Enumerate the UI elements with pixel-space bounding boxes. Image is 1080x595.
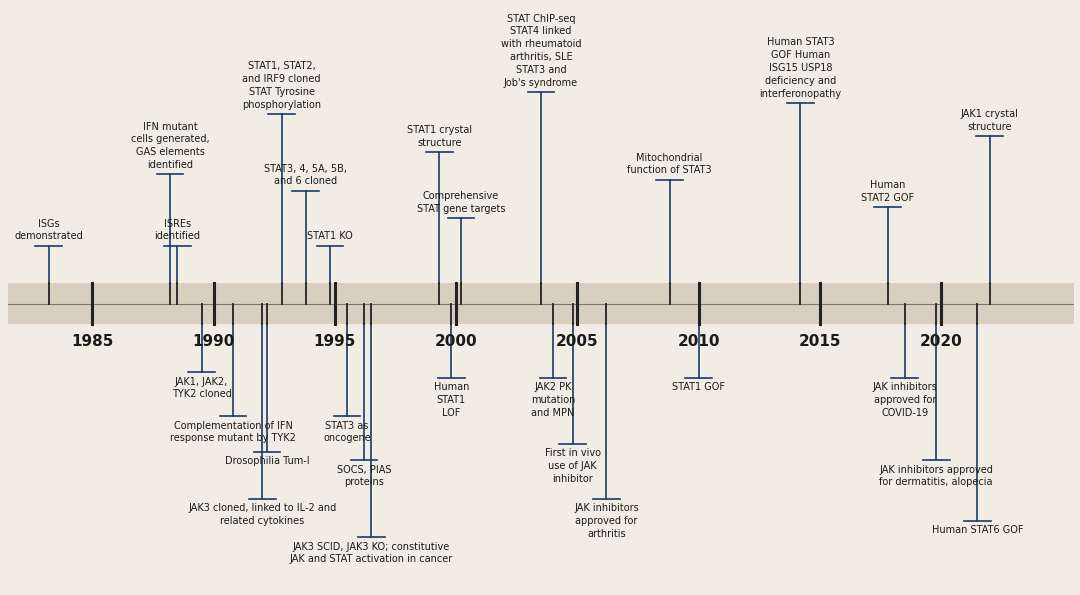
Text: STAT3, 4, 5A, 5B,
and 6 cloned: STAT3, 4, 5A, 5B, and 6 cloned — [265, 164, 348, 186]
Text: Human STAT3
GOF Human
ISG15 USP18
deficiency and
interferonopathy: Human STAT3 GOF Human ISG15 USP18 defici… — [759, 37, 841, 99]
Text: STAT1 crystal
structure: STAT1 crystal structure — [406, 125, 472, 148]
Text: 1990: 1990 — [192, 334, 234, 349]
Text: Comprehensive
STAT gene targets: Comprehensive STAT gene targets — [417, 191, 505, 214]
Text: Drosophilia Tum-I: Drosophilia Tum-I — [225, 456, 309, 466]
Text: JAK1 crystal
structure: JAK1 crystal structure — [960, 109, 1018, 131]
Text: JAK3 cloned, linked to IL-2 and
related cytokines: JAK3 cloned, linked to IL-2 and related … — [188, 503, 336, 526]
Text: Mitochondrial
function of STAT3: Mitochondrial function of STAT3 — [627, 153, 712, 176]
Text: 2020: 2020 — [920, 334, 962, 349]
Text: Complementation of IFN
response mutant by TYK2: Complementation of IFN response mutant b… — [171, 421, 296, 443]
Text: STAT1 KO: STAT1 KO — [307, 231, 353, 242]
Text: JAK2 PK
mutation
and MPN: JAK2 PK mutation and MPN — [531, 382, 576, 418]
Text: Human STAT6 GOF: Human STAT6 GOF — [932, 525, 1023, 535]
Text: 1985: 1985 — [71, 334, 113, 349]
Text: ISREs
identified: ISREs identified — [154, 218, 200, 242]
Text: JAK3 SCID, JAK3 KO; constitutive
JAK and STAT activation in cancer: JAK3 SCID, JAK3 KO; constitutive JAK and… — [289, 541, 453, 565]
Text: 2000: 2000 — [435, 334, 477, 349]
Text: Human
STAT2 GOF: Human STAT2 GOF — [861, 180, 915, 203]
Text: JAK inhibitors
approved for
arthritis: JAK inhibitors approved for arthritis — [575, 503, 639, 538]
Text: Human
STAT1
LOF: Human STAT1 LOF — [433, 382, 469, 418]
Text: STAT3 as
oncogene: STAT3 as oncogene — [323, 421, 370, 443]
Text: STAT ChIP-seq
STAT4 linked
with rheumatoid
arthritis, SLE
STAT3 and
Job's syndro: STAT ChIP-seq STAT4 linked with rheumato… — [501, 14, 581, 87]
Text: SOCS, PIAS
proteins: SOCS, PIAS proteins — [337, 465, 391, 487]
Text: JAK inhibitors approved
for dermatitis, alopecia: JAK inhibitors approved for dermatitis, … — [879, 465, 994, 487]
Text: 2005: 2005 — [556, 334, 598, 349]
Text: ISGs
demonstrated: ISGs demonstrated — [14, 218, 83, 242]
Text: STAT1, STAT2,
and IRF9 cloned
STAT Tyrosine
phosphorylation: STAT1, STAT2, and IRF9 cloned STAT Tyros… — [242, 61, 321, 109]
Text: 2010: 2010 — [677, 334, 720, 349]
Text: 1995: 1995 — [313, 334, 356, 349]
Text: JAK inhibitors
approved for
COVID-19: JAK inhibitors approved for COVID-19 — [873, 382, 937, 418]
Text: First in vivo
use of JAK
inhibitor: First in vivo use of JAK inhibitor — [544, 448, 600, 484]
Text: STAT1 GOF: STAT1 GOF — [672, 382, 725, 392]
Bar — [8, 283, 1075, 324]
Text: 2015: 2015 — [798, 334, 841, 349]
Text: JAK1, JAK2,
TYK2 cloned: JAK1, JAK2, TYK2 cloned — [172, 377, 231, 399]
Text: IFN mutant
cells generated,
GAS elements
identified: IFN mutant cells generated, GAS elements… — [131, 121, 210, 170]
